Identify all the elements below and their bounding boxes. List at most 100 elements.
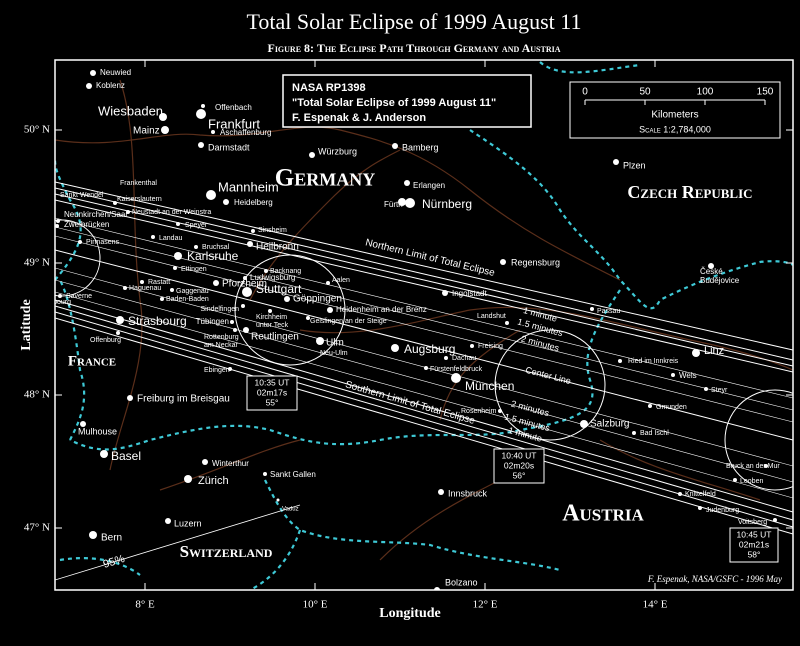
- y-tick-label: 49° N: [24, 257, 50, 269]
- city-dot: [438, 489, 444, 495]
- time-box-line: 02m20s: [504, 460, 534, 470]
- time-box-line: 58°: [748, 549, 761, 559]
- city-dot: [116, 316, 124, 324]
- city-dot: [708, 263, 714, 269]
- country-label: Germany: [275, 165, 375, 192]
- city-label: Bruck an der Mur: [726, 463, 780, 470]
- city-label: Judenburg: [706, 507, 739, 514]
- city-label: Bern: [101, 533, 122, 544]
- duration-line: [55, 279, 793, 483]
- time-box-line: 10:45 UT: [737, 529, 772, 539]
- city-label: Frankenthal: [120, 180, 157, 187]
- city-label: Bamberg: [402, 142, 439, 152]
- city-dot: [151, 235, 155, 239]
- city-dot: [113, 201, 117, 205]
- city-dot: [90, 70, 96, 76]
- city-dot: [613, 159, 619, 165]
- country-label: Switzerland: [180, 542, 273, 561]
- scale-box: [569, 81, 781, 139]
- city-dot: [213, 280, 219, 286]
- city-dot: [405, 198, 415, 208]
- city-label: Aalen: [332, 277, 350, 284]
- city-label: Speyer: [185, 222, 208, 229]
- city-label: Backnang: [270, 268, 301, 275]
- city-label: České: [700, 267, 723, 276]
- city-label: Heidenheim an der Brenz: [336, 305, 427, 314]
- city-label: Pforzheim: [222, 279, 267, 290]
- southern-limit-line: [55, 311, 793, 528]
- city-label: Sankt Wendel: [60, 192, 104, 199]
- time-box-line: 10:35 UT: [255, 377, 290, 387]
- time-box-line: 56°: [513, 470, 526, 480]
- southern-limit-line: [55, 299, 793, 513]
- city-dot: [671, 373, 675, 377]
- city-label: Neustadt an der Weinstra: [132, 209, 211, 216]
- time-box-line: 55°: [266, 397, 279, 407]
- city-dot: [764, 464, 768, 468]
- city-label: Plzen: [623, 160, 646, 170]
- scale-tick-label: 50: [639, 87, 651, 98]
- city-dot: [444, 356, 448, 360]
- credit-line: "Total Solar Eclipse of 1999 August 11": [292, 97, 496, 109]
- city-dot: [174, 252, 182, 260]
- title: Total Solar Eclipse of 1999 August 11: [247, 9, 582, 34]
- city-dot: [251, 229, 255, 233]
- city-label: Ulm: [326, 338, 344, 349]
- city-label: Ludwigsburg: [250, 273, 295, 282]
- city-dot: [276, 498, 280, 502]
- y-tick-label: 47° N: [24, 522, 50, 534]
- city-dot: [202, 459, 208, 465]
- northern-limit-line: [55, 187, 793, 361]
- duration-line: [55, 267, 793, 467]
- city-label: Bolzano: [445, 577, 478, 587]
- city-dot: [241, 304, 245, 308]
- x-tick-label: 10° E: [303, 599, 328, 611]
- city-dot: [442, 290, 448, 296]
- city-label: Winterthur: [212, 459, 249, 468]
- city-dot: [56, 219, 60, 223]
- city-dot: [198, 142, 204, 148]
- city-label: Mainz: [133, 126, 160, 137]
- city-label: Kaiserslautern: [117, 196, 162, 203]
- city-dot: [263, 472, 267, 476]
- scale-ticks: 0 50 100 150: [582, 87, 774, 105]
- city-dot: [89, 531, 97, 539]
- city-dot: [58, 294, 62, 298]
- southern-limit-line: [55, 317, 793, 535]
- city-label: Dachau: [452, 355, 476, 362]
- city-label: Pirmasens: [86, 239, 120, 246]
- signature: F. Espenak, NASA/GSFC - 1996 May: [647, 574, 782, 584]
- city-dot: [80, 421, 86, 427]
- time-box-line: 02m17s: [257, 387, 287, 397]
- city-dot: [170, 288, 174, 292]
- city-label: Ebingen: [204, 367, 230, 374]
- city-label: Strasbourg: [128, 314, 187, 328]
- city-dot: [100, 450, 108, 458]
- city-label: Würzburg: [318, 146, 357, 156]
- city-dot: [184, 475, 192, 483]
- city-dot: [268, 309, 272, 313]
- city-label: Zürich: [198, 475, 229, 487]
- scale-tick-label: 0: [582, 87, 588, 98]
- city-dot: [228, 367, 232, 371]
- city-label: Ingolstadt: [452, 289, 487, 298]
- city-dot: [230, 320, 234, 324]
- city-dot: [126, 210, 130, 214]
- map-body: Northern Limit of Total EclipseSouthern …: [55, 61, 793, 590]
- city-label: Offenburg: [90, 337, 121, 344]
- city-dot: [470, 344, 474, 348]
- y-tick-label: 48° N: [24, 389, 50, 401]
- city-label: Rastatt: [148, 279, 170, 286]
- city-label: Mulhouse: [78, 426, 117, 436]
- city-dot: [392, 143, 398, 149]
- country-label: Czech Republic: [627, 182, 752, 202]
- city-label: Wiesbaden: [98, 103, 163, 118]
- city-label: Saverne: [66, 293, 92, 300]
- city-label: Voitsberg: [738, 519, 767, 526]
- city-dot: [618, 359, 622, 363]
- city-label: Koblenz: [96, 81, 125, 90]
- city-dot: [648, 404, 652, 408]
- city-label: Gmunden: [656, 404, 687, 411]
- city-dot: [242, 287, 252, 297]
- city-label: Baden-Baden: [166, 296, 209, 303]
